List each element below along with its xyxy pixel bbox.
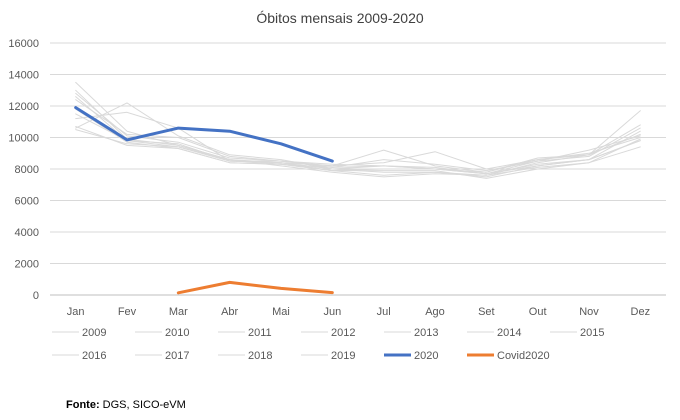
series-line-2020 xyxy=(74,106,334,163)
legend-label-2010: 2010 xyxy=(165,327,189,339)
source-text: DGS, SICO-eVM xyxy=(99,399,186,411)
series-line-2013 xyxy=(75,89,641,178)
x-tick-label: Mar xyxy=(169,306,188,318)
x-tick-label: Mai xyxy=(272,306,290,318)
legend-label-2009: 2009 xyxy=(82,327,106,339)
x-tick-label: Abr xyxy=(221,306,238,318)
y-axis-ticks: 0 2000 4000 6000 8000 10000 12000 14000 16000 xyxy=(8,38,39,302)
y-tick-label: 0 xyxy=(33,290,39,302)
gridlines xyxy=(50,42,666,296)
legend-label-2015: 2015 xyxy=(580,327,604,339)
x-tick-label: Jun xyxy=(323,306,341,318)
y-tick-label: 2000 xyxy=(15,259,39,271)
x-tick-label: Dez xyxy=(631,306,651,318)
series-line-2017 xyxy=(75,96,641,173)
series-line-2011 xyxy=(75,108,641,176)
y-tick-label: 4000 xyxy=(15,227,39,239)
y-tick-label: 14000 xyxy=(8,70,39,82)
series-line-covid2020 xyxy=(176,280,334,295)
series-line-2014 xyxy=(75,129,641,179)
x-tick-label: Out xyxy=(529,306,547,318)
series-line-2010 xyxy=(75,99,641,175)
legend-label-2018: 2018 xyxy=(248,350,272,362)
x-tick-label: Nov xyxy=(579,306,599,318)
series-lines xyxy=(74,81,641,295)
y-tick-label: 8000 xyxy=(15,164,39,176)
x-tick-label: Set xyxy=(478,306,495,318)
x-tick-label: Fev xyxy=(118,306,137,318)
x-tick-label: Jan xyxy=(67,306,85,318)
legend-label-2017: 2017 xyxy=(165,350,189,362)
chart-title: Óbitos mensais 2009-2020 xyxy=(256,10,424,26)
legend-label-2016: 2016 xyxy=(82,350,106,362)
series-line-2019 xyxy=(75,126,641,175)
series-line-2018 xyxy=(75,111,641,170)
x-tick-label: Ago xyxy=(425,306,445,318)
x-tick-label: Jul xyxy=(377,306,391,318)
legend-label-2020: 2020 xyxy=(414,350,438,362)
series-line-2015 xyxy=(75,92,641,172)
legend-label-2012: 2012 xyxy=(331,327,355,339)
source-label: Fonte: xyxy=(66,399,100,411)
x-axis-ticks: Jan Fev Mar Abr Mai Jun Jul Ago Set Out Nov Dez xyxy=(67,306,650,318)
legend-label-2011: 2011 xyxy=(248,327,272,339)
legend-label-2019: 2019 xyxy=(331,350,355,362)
y-tick-label: 10000 xyxy=(8,133,39,145)
y-tick-label: 16000 xyxy=(8,38,39,50)
legend-label-covid2020: Covid2020 xyxy=(497,350,550,362)
legend: 2009 2010 2011 2012 2013 2014 2015 2016 2017 2018… xyxy=(52,327,604,362)
y-tick-label: 6000 xyxy=(15,196,39,208)
source-note: Fonte: DGS, SICO-eVM xyxy=(66,399,186,411)
y-tick-label: 12000 xyxy=(8,101,39,113)
legend-label-2013: 2013 xyxy=(414,327,438,339)
legend-label-2014: 2014 xyxy=(497,327,521,339)
